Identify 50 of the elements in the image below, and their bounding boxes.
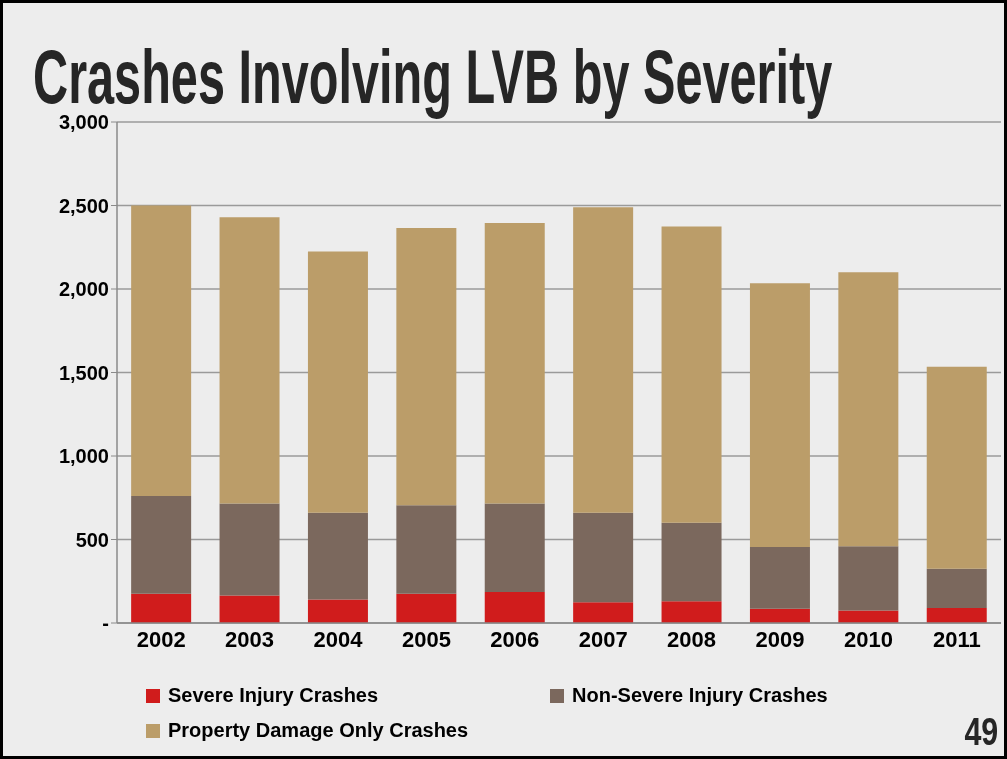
bar (484, 503, 545, 593)
bar (661, 226, 722, 523)
bar (219, 503, 280, 596)
bar (307, 251, 368, 513)
x-tick-label: 2009 (755, 626, 805, 652)
bar (661, 522, 722, 602)
bar (838, 272, 899, 547)
bar (573, 512, 634, 603)
text: 49 (964, 711, 998, 753)
bar (573, 602, 634, 623)
bar (396, 228, 457, 506)
y-tick-label: 1,000 (58, 445, 109, 468)
bar (484, 223, 545, 504)
y-tick-label: 2,000 (58, 278, 109, 301)
bar (838, 610, 899, 623)
bar (661, 601, 722, 623)
bar (396, 593, 457, 623)
legend-label: Non-Severe Injury Crashes (572, 684, 828, 707)
bar (926, 366, 987, 569)
x-tick-label: 2002 (136, 626, 186, 652)
legend-label: Property Damage Only Crashes (168, 719, 469, 742)
y-tick-label: - (102, 612, 109, 635)
bar (838, 546, 899, 611)
y-tick-label: 1,500 (58, 361, 109, 384)
y-tick-label: 500 (75, 528, 109, 551)
x-tick-label: 2003 (225, 626, 275, 652)
bar (131, 205, 192, 497)
bar (219, 217, 280, 504)
bar (307, 512, 368, 600)
y-tick-label: 2,500 (58, 194, 109, 217)
bar (926, 607, 987, 623)
bar (219, 595, 280, 623)
x-tick-label: 2010 (843, 626, 893, 652)
bar (131, 496, 192, 594)
legend-label: Severe Injury Crashes (168, 684, 379, 707)
bar (307, 599, 368, 623)
bar (749, 283, 810, 548)
x-tick-label: 2008 (667, 626, 717, 652)
bar (131, 593, 192, 623)
bar (573, 207, 634, 513)
x-tick-label: 2005 (401, 626, 451, 652)
bar (484, 592, 545, 623)
bar (749, 608, 810, 623)
bar (396, 505, 457, 594)
x-tick-label: 2007 (578, 626, 628, 652)
bar (926, 568, 987, 608)
x-tick-label: 2006 (490, 626, 540, 652)
x-tick-label: 2004 (313, 626, 364, 652)
bar (749, 547, 810, 609)
x-tick-label: 2011 (932, 626, 981, 652)
